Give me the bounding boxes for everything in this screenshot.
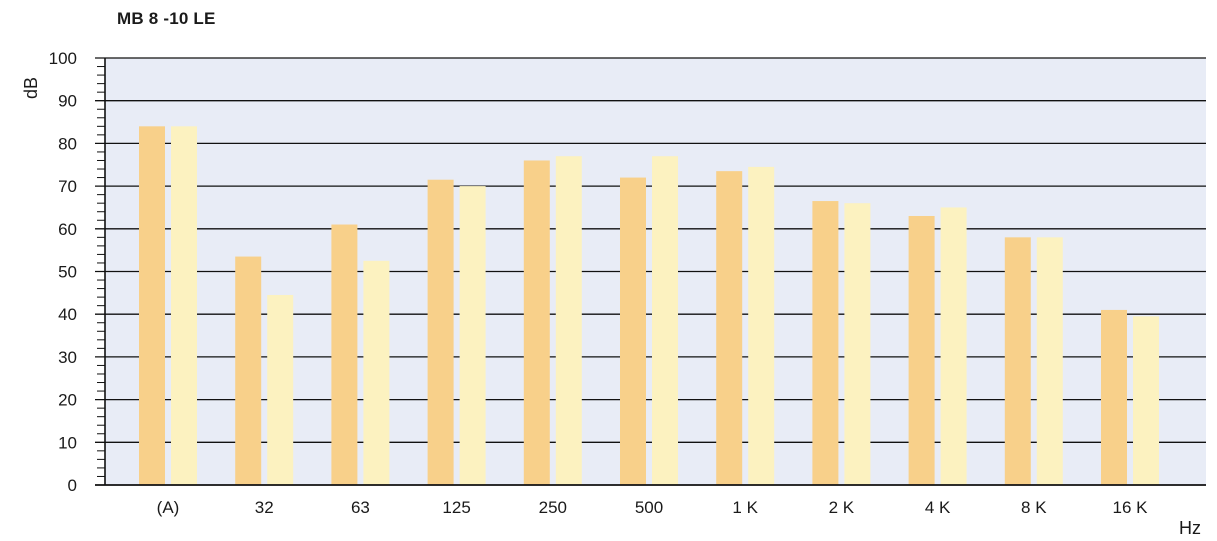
- chart-title: MB 8 -10 LE: [117, 9, 216, 28]
- x-tick-label-5: 500: [635, 498, 663, 517]
- x-tick-label-9: 8 K: [1021, 498, 1047, 517]
- x-tick-label-2: 63: [351, 498, 370, 517]
- bar-series1-2: [331, 224, 358, 485]
- x-tick-label-10: 16 K: [1113, 498, 1149, 517]
- bar-series2-0: [171, 126, 197, 485]
- bar-series1-4: [523, 160, 550, 486]
- minor-ticks: [97, 66, 105, 477]
- bar-series1-7: [812, 201, 839, 486]
- bars: [139, 126, 1159, 486]
- x-tick-label-0: (A): [157, 498, 180, 517]
- y-tick-label-0: 0: [68, 476, 77, 495]
- y-tick-label-10: 10: [58, 433, 77, 452]
- y-tick-label-90: 90: [58, 92, 77, 111]
- y-tick-label-20: 20: [58, 391, 77, 410]
- x-tick-label-7: 2 K: [829, 498, 855, 517]
- axes: [95, 58, 1206, 486]
- bar-series2-7: [844, 203, 871, 485]
- y-tick-label-40: 40: [58, 305, 77, 324]
- bar-series1-10: [1101, 309, 1127, 485]
- y-axis-label: dB: [21, 77, 41, 99]
- bar-series1-1: [235, 256, 262, 485]
- y-tick-label-50: 50: [58, 263, 77, 282]
- x-tick-label-6: 1 K: [732, 498, 758, 517]
- x-tick-label-1: 32: [255, 498, 274, 517]
- x-tick-label-4: 250: [539, 498, 567, 517]
- bar-series1-3: [427, 179, 454, 485]
- y-tick-label-80: 80: [58, 134, 77, 153]
- bar-series2-10: [1133, 316, 1159, 485]
- bar-series2-1: [267, 294, 294, 485]
- bar-series2-8: [940, 207, 967, 485]
- x-tick-label-8: 4 K: [925, 498, 951, 517]
- bar-series1-8: [908, 215, 935, 486]
- bar-series1-9: [1004, 237, 1031, 485]
- bar-series2-5: [652, 156, 678, 485]
- y-tick-label-30: 30: [58, 348, 77, 367]
- x-tick-label-3: 125: [442, 498, 470, 517]
- y-tick-label-60: 60: [58, 220, 77, 239]
- bar-series1-0: [139, 126, 165, 485]
- bar-series2-9: [1036, 237, 1063, 485]
- y-tick-labels: 0 10 20 30 40 50 60 70 80 90 100: [49, 49, 77, 495]
- bar-series2-2: [363, 260, 390, 485]
- bar-series2-4: [555, 156, 582, 485]
- bar-series1-5: [620, 177, 646, 485]
- bar-series2-6: [748, 166, 775, 485]
- bar-series2-3: [459, 186, 486, 485]
- y-tick-label-100: 100: [49, 49, 77, 68]
- y-tick-label-70: 70: [58, 177, 77, 196]
- x-tick-labels: (A) 32 63 125 250 500 1 K 2 K 4 K 8 K 16 K: [157, 498, 1148, 517]
- x-axis-label: Hz: [1179, 518, 1201, 538]
- bar-series1-6: [716, 171, 743, 485]
